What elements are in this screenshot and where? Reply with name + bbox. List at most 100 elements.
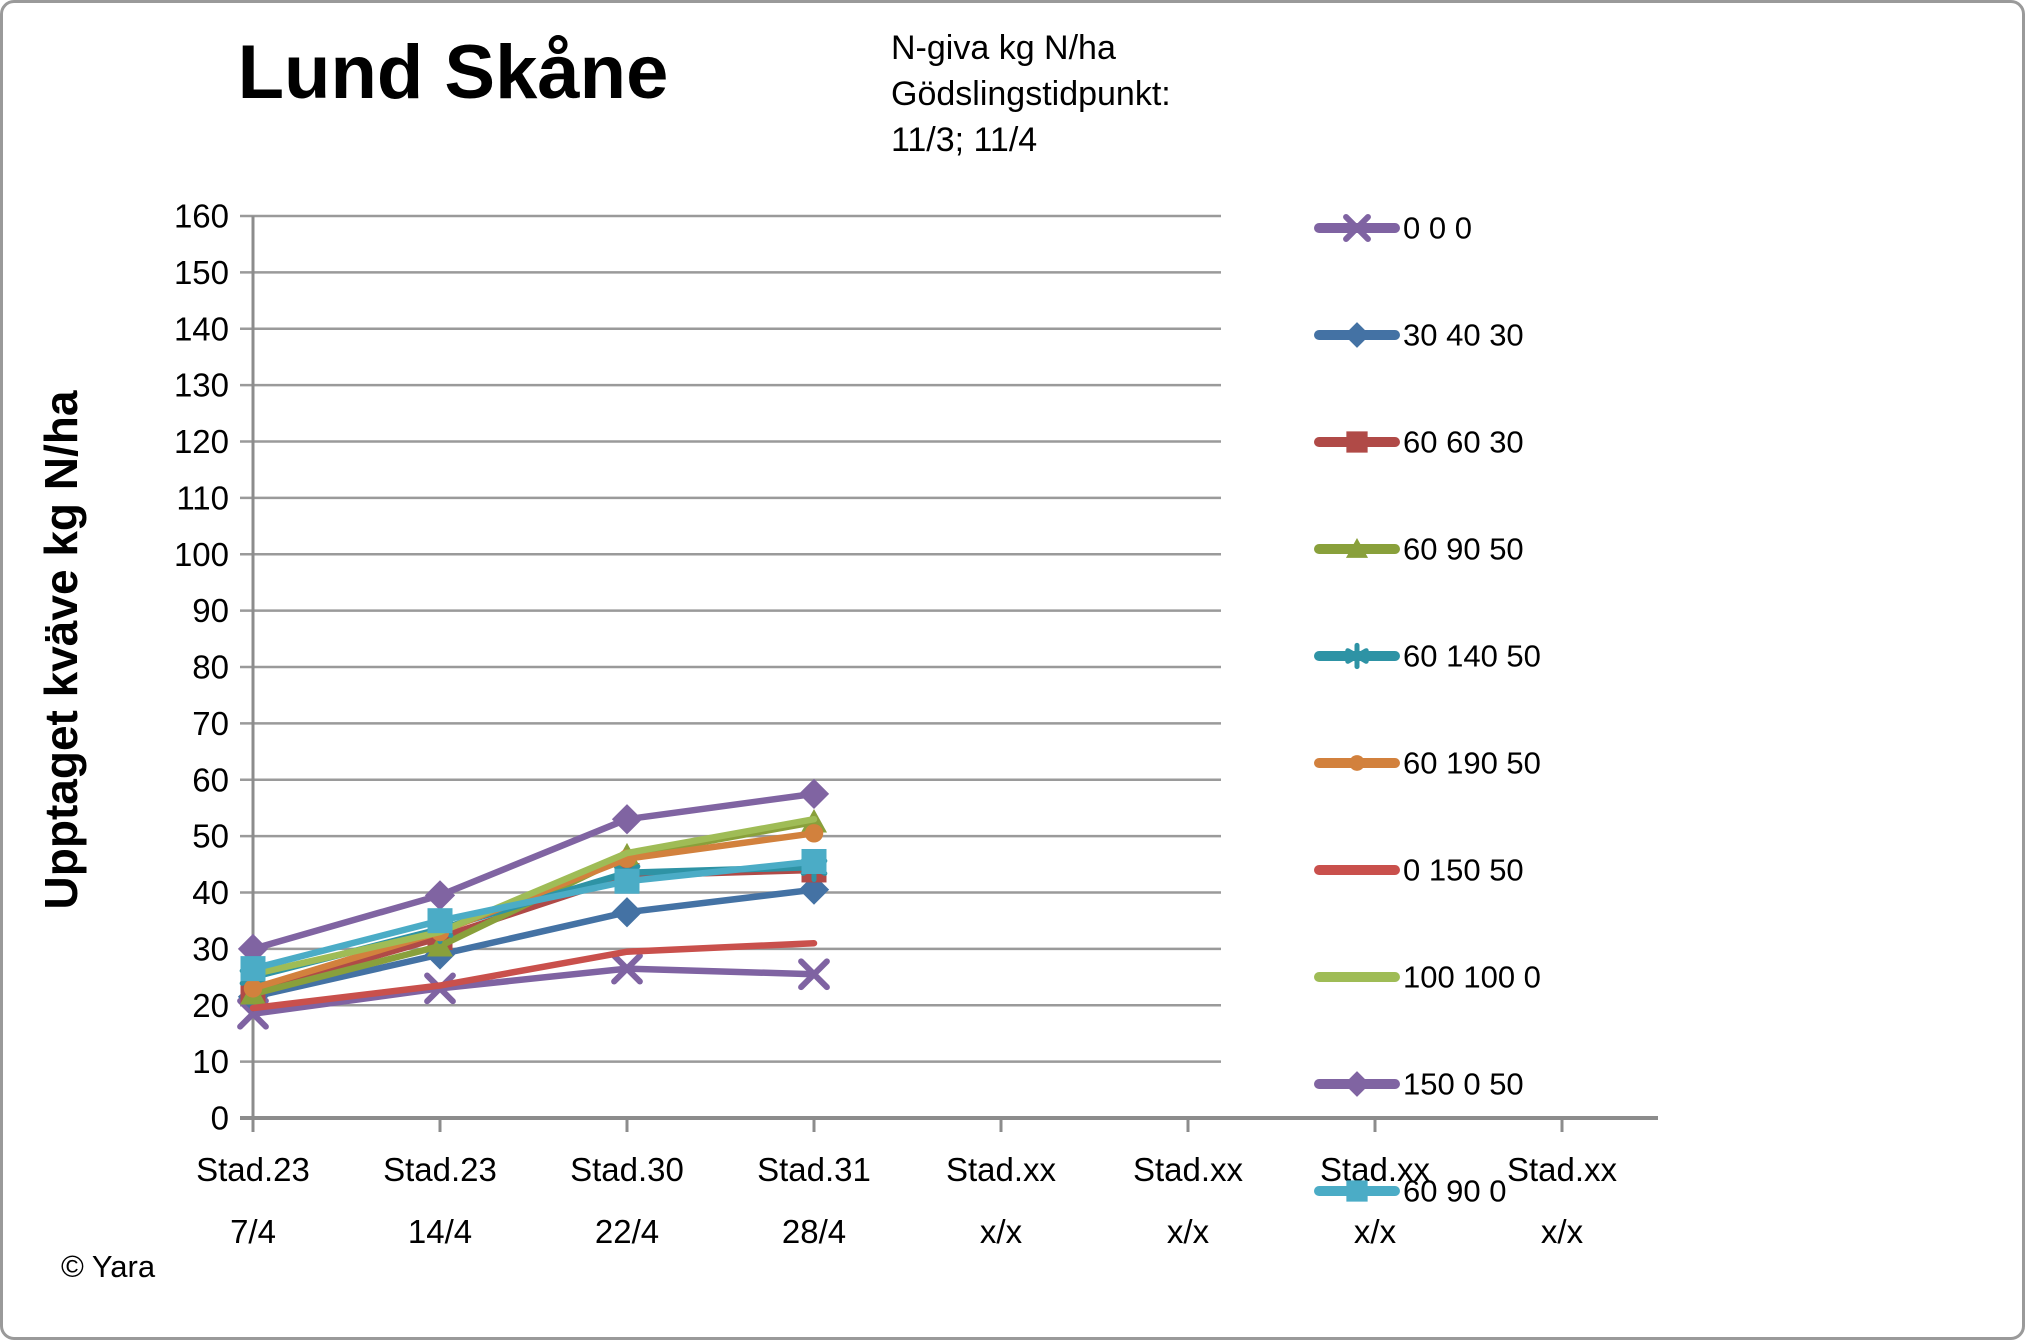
x-label-line1: Stad.23 [383, 1151, 497, 1188]
marker-x [611, 952, 643, 985]
marker-diamond [1344, 1071, 1370, 1097]
x-category-label: Stad.30 22/4 [570, 1151, 684, 1250]
y-tick-label: 40 [192, 874, 229, 911]
x-label-line1: Stad.xx [1320, 1151, 1431, 1188]
axes [240, 216, 1658, 1132]
marker-asterisk [1345, 642, 1369, 670]
marker-diamond [611, 804, 643, 835]
series-line [249, 858, 818, 972]
marker-diamond [424, 880, 456, 911]
series-150-0-50 [237, 778, 830, 964]
x-category-label: Stad.31 28/4 [757, 1151, 871, 1250]
y-tick-label: 160 [174, 198, 229, 235]
legend-label: 60 140 50 [1403, 639, 1541, 674]
x-label-line1: Stad.xx [946, 1151, 1057, 1188]
series-line [249, 939, 818, 1012]
marker-diamond [611, 897, 643, 928]
annotation-text: N-giva kg N/ha Gödslingstidpunkt: 11/3; … [891, 29, 1171, 159]
legend-label: 60 90 0 [1403, 1174, 1506, 1209]
y-tick-label: 110 [176, 479, 229, 516]
legend-label: 0 150 50 [1403, 853, 1524, 888]
x-label-line2: 7/4 [230, 1213, 276, 1250]
series-0-0-0 [237, 952, 830, 1030]
legend-entry-0-0-0: 0 0 0 [1314, 211, 1472, 246]
legend-entry-60-60-30: 60 60 30 [1314, 425, 1524, 460]
series-line [249, 815, 818, 978]
legend-entry-60-90-0: 60 90 0 [1314, 1174, 1506, 1209]
y-tick-label: 90 [192, 592, 229, 629]
legend-label: 150 0 50 [1403, 1067, 1524, 1102]
series-line [249, 965, 818, 1017]
y-tick-label: 60 [192, 761, 229, 798]
x-label-line2: 22/4 [595, 1213, 659, 1250]
marker-triangle [427, 933, 453, 957]
marker-diamond [1344, 322, 1370, 348]
y-tick-label: 120 [174, 423, 229, 460]
x-label-line2: 28/4 [782, 1213, 846, 1250]
y-tick-label: 80 [192, 649, 229, 686]
legend-entry-30-40-30: 30 40 30 [1314, 318, 1524, 353]
legend-entry-150-0-50: 150 0 50 [1314, 1067, 1524, 1102]
legend-label: 100 100 0 [1403, 960, 1541, 995]
y-axis-tick-labels: 0 10 20 30 40 50 60 70 80 90 100 110 120 130 140 150 160 [174, 198, 229, 1137]
marker-square [614, 868, 640, 894]
y-tick-label: 130 [174, 367, 229, 404]
series-group [237, 778, 830, 1030]
y-tick-label: 30 [192, 930, 229, 967]
y-tick-label: 150 [174, 254, 229, 291]
marker-x [798, 958, 830, 991]
legend-label: 60 90 50 [1403, 532, 1524, 567]
x-category-label: Stad.xx x/x [946, 1151, 1057, 1250]
marker-circle [1349, 755, 1365, 771]
x-label-line1: Stad.31 [757, 1151, 871, 1188]
marker-square [1346, 431, 1368, 453]
legend: 0 0 0 30 40 30 60 60 30 60 90 50 60 140 50 60… [1314, 211, 1541, 1209]
series-line [249, 790, 818, 953]
x-axis-labels: Stad.23 7/4 Stad.23 14/4 Stad.30 22/4 Stad.31 2… [196, 1151, 1617, 1250]
legend-entry-60-190-50: 60 190 50 [1314, 746, 1541, 781]
legend-entry-0-150-50: 0 150 50 [1314, 853, 1524, 888]
legend-entry-60-140-50: 60 140 50 [1314, 639, 1541, 674]
x-label-line2: 14/4 [408, 1213, 472, 1250]
series-100-100-0 [249, 815, 818, 978]
x-label-line2: x/x [980, 1213, 1023, 1250]
x-category-label: Stad.23 7/4 [196, 1151, 310, 1250]
marker-circle [243, 979, 263, 998]
marker-circle [804, 824, 824, 843]
x-category-label: Stad.23 14/4 [383, 1151, 497, 1250]
marker-square [427, 908, 453, 934]
y-tick-label: 20 [192, 987, 229, 1024]
x-label-line2: x/x [1167, 1213, 1210, 1250]
x-label-line1: Stad.xx [1507, 1151, 1618, 1188]
y-tick-label: 50 [192, 818, 229, 855]
x-category-label: Stad.xx x/x [1133, 1151, 1244, 1250]
y-tick-label: 0 [211, 1100, 229, 1137]
x-label-line1: Stad.23 [196, 1151, 310, 1188]
x-label-line1: Stad.30 [570, 1151, 684, 1188]
copyright-label: © Yara [61, 1249, 156, 1284]
series-0-150-50 [249, 939, 818, 1012]
legend-label: 30 40 30 [1403, 318, 1524, 353]
marker-diamond [798, 778, 830, 809]
x-category-label: Stad.xx x/x [1507, 1151, 1618, 1250]
legend-entry-60-90-50: 60 90 50 [1314, 532, 1524, 567]
x-label-line1: Stad.xx [1133, 1151, 1244, 1188]
legend-label: 0 0 0 [1403, 211, 1472, 246]
y-tick-label: 100 [174, 536, 229, 573]
marker-x [1343, 214, 1371, 242]
x-category-label: Stad.xx x/x [1320, 1151, 1431, 1250]
series-60-90-0 [240, 848, 827, 982]
x-label-line2: x/x [1354, 1213, 1397, 1250]
y-tick-label: 70 [192, 705, 229, 742]
legend-entry-100-100-0: 100 100 0 [1314, 960, 1541, 995]
y-tick-label: 140 [174, 310, 229, 347]
marker-square [1346, 1180, 1368, 1202]
x-label-line2: x/x [1541, 1213, 1584, 1250]
marker-square [801, 848, 827, 874]
series-line [249, 886, 818, 1001]
y-tick-label: 10 [192, 1043, 229, 1080]
legend-label: 60 60 30 [1403, 425, 1524, 460]
legend-label: 60 190 50 [1403, 746, 1541, 781]
marker-triangle [1345, 537, 1369, 558]
